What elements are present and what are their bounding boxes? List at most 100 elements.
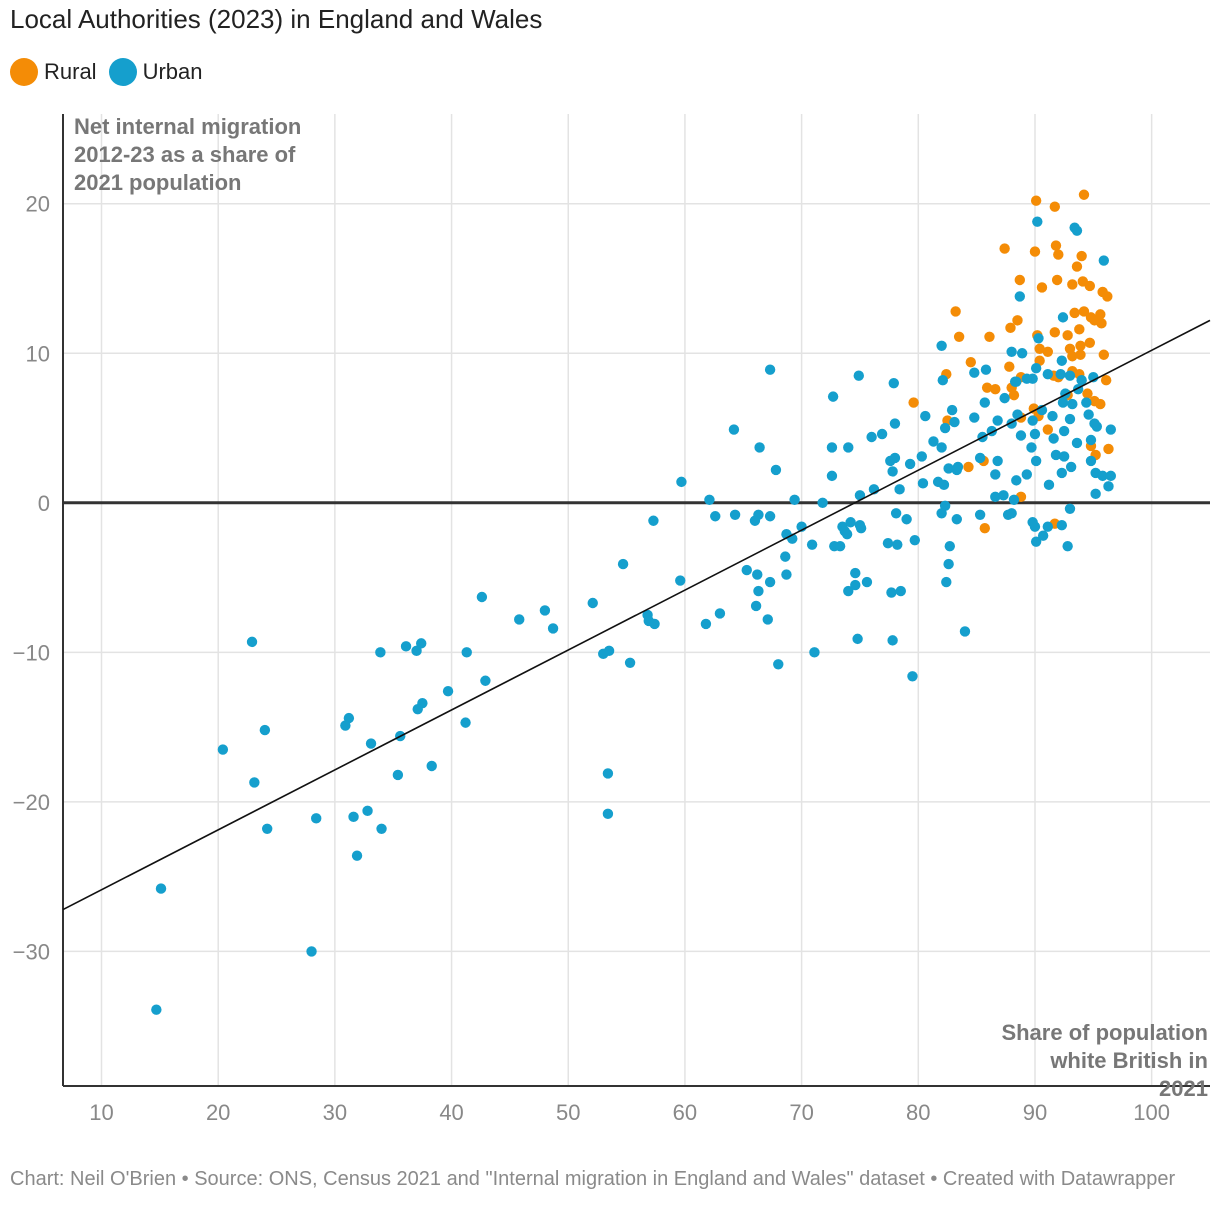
urban-point [1056, 467, 1068, 479]
rural-point [1053, 249, 1064, 260]
urban-point [959, 626, 971, 637]
rural-point [1103, 443, 1114, 455]
legend-item-rural[interactable]: Rural [10, 58, 97, 86]
urban-point [943, 558, 954, 570]
urban-point [781, 569, 792, 580]
urban-point [1043, 479, 1055, 491]
urban-point [866, 431, 877, 443]
urban-point [1042, 368, 1054, 380]
urban-point [155, 883, 167, 894]
urban-point [306, 946, 317, 957]
urban-point [1048, 433, 1059, 444]
rural-point [1005, 322, 1016, 334]
urban-point [806, 539, 818, 550]
urban-point [741, 564, 752, 576]
rural-point [1075, 340, 1086, 351]
urban-point [617, 558, 629, 570]
urban-point [714, 608, 726, 619]
urban-point [348, 811, 359, 823]
urban-point [426, 760, 437, 772]
urban-point [770, 464, 782, 476]
y-tick-label: 20 [26, 192, 50, 217]
urban-point [990, 491, 1001, 503]
urban-point [928, 436, 939, 447]
urban-point [1064, 413, 1076, 425]
urban-point [311, 813, 322, 824]
y-tick-label: −30 [13, 939, 50, 964]
rural-point [1029, 246, 1041, 257]
urban-point [217, 744, 229, 755]
x-tick-label: 50 [556, 1100, 580, 1125]
urban-point [946, 404, 958, 416]
trend-line [62, 319, 1211, 911]
urban-point [376, 823, 387, 834]
urban-point [969, 367, 980, 378]
urban-point [1016, 348, 1028, 359]
urban-point [1103, 481, 1114, 492]
urban-point [547, 623, 559, 634]
urban-point [990, 469, 1001, 480]
urban-point [974, 509, 986, 520]
urban-point [1067, 398, 1078, 410]
rural-point [1014, 274, 1026, 286]
rural-point [1028, 403, 1040, 414]
urban-point [909, 534, 920, 546]
urban-point [920, 410, 931, 422]
rural-point [1049, 201, 1061, 212]
urban-point [1042, 521, 1054, 532]
urban-point [949, 416, 960, 428]
urban-point [762, 614, 773, 625]
urban-point [938, 479, 950, 491]
urban-point [461, 647, 472, 658]
urban-point [362, 805, 373, 817]
urban-point [412, 703, 423, 715]
urban-point [998, 490, 1009, 501]
rural-swatch-icon [10, 58, 38, 86]
urban-point [1011, 376, 1022, 387]
urban-point [951, 514, 962, 525]
urban-point [1083, 409, 1094, 420]
urban-point [1085, 434, 1097, 446]
urban-point [1030, 455, 1042, 467]
rural-point [1084, 337, 1096, 348]
rural-point [965, 357, 976, 368]
rural-point [1049, 327, 1061, 338]
urban-point [887, 466, 898, 477]
urban-point [1029, 428, 1041, 440]
rural-point [953, 331, 965, 343]
x-tick-label: 80 [906, 1100, 930, 1125]
urban-point [817, 497, 828, 508]
urban-point [754, 442, 765, 453]
urban-point [936, 508, 947, 519]
urban-point [365, 738, 377, 749]
urban-point [980, 364, 992, 375]
urban-point [1032, 216, 1043, 227]
urban-point [888, 377, 899, 389]
urban-point [1030, 536, 1042, 547]
urban-point [907, 671, 918, 682]
urban-point [974, 452, 986, 464]
urban-point [1058, 425, 1070, 437]
y-axis-title: Net internal migration 2012-23 as a share… [74, 114, 301, 195]
urban-point [917, 478, 929, 489]
urban-point [850, 579, 861, 591]
urban-point [937, 374, 948, 386]
y-tick-label: 10 [26, 341, 50, 366]
urban-point [904, 458, 916, 470]
urban-point [729, 509, 741, 520]
legend-item-urban[interactable]: Urban [108, 58, 203, 86]
urban-point [675, 575, 686, 586]
urban-point [261, 823, 273, 834]
urban-point [901, 514, 912, 525]
urban-point [1057, 397, 1069, 408]
urban-point [1047, 410, 1058, 422]
y-tick-label: −20 [13, 790, 50, 815]
urban-point [894, 484, 905, 495]
urban-point [895, 585, 906, 597]
urban-point [649, 618, 660, 630]
x-tick-label: 40 [439, 1100, 463, 1125]
urban-point [392, 769, 404, 781]
rural-point [1036, 282, 1048, 293]
rural-point [1034, 343, 1045, 354]
